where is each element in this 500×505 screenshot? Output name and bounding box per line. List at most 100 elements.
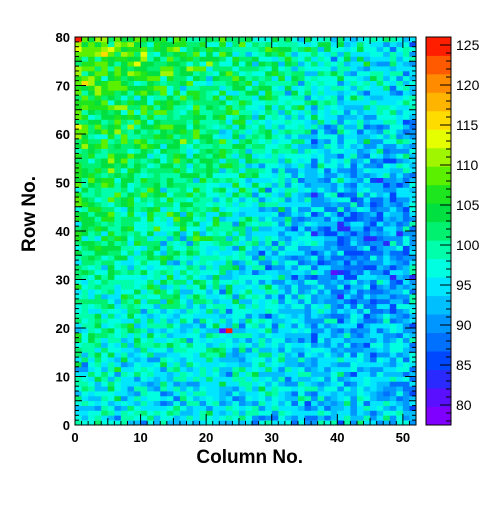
heatmap-cell [179, 75, 187, 81]
heatmap-cell [370, 245, 378, 251]
heatmap-cell [160, 366, 168, 372]
heatmap-cell [179, 138, 187, 145]
heatmap-cell [206, 75, 214, 81]
heatmap-cell [134, 51, 141, 57]
heatmap-cell [245, 158, 253, 164]
heatmap-cell [232, 361, 240, 368]
heatmap-cell [199, 148, 207, 154]
heatmap-cell [199, 352, 207, 358]
heatmap-cell [238, 303, 246, 309]
heatmap-cell [330, 226, 338, 232]
heatmap-cell [271, 104, 279, 111]
heatmap-cell [278, 371, 286, 377]
heatmap-cell [389, 371, 397, 377]
heatmap-cell [271, 231, 279, 237]
heatmap-cell [324, 216, 332, 222]
heatmap-cell [127, 187, 135, 193]
heatmap-cell [370, 182, 378, 188]
heatmap-cell [370, 294, 378, 300]
heatmap-cell [147, 294, 155, 300]
heatmap-cell [278, 129, 286, 135]
heatmap-cell [363, 153, 371, 159]
heatmap-cell [219, 138, 227, 145]
heatmap-cell [193, 235, 200, 242]
heatmap-cell [114, 323, 122, 329]
heatmap-cell [153, 201, 161, 208]
heatmap-cell [337, 269, 345, 275]
heatmap-cell [225, 386, 233, 392]
heatmap-cell [107, 158, 115, 164]
heatmap-cell [278, 167, 286, 174]
heatmap-cell [258, 381, 266, 387]
heatmap-cell [389, 66, 397, 72]
heatmap-cell [238, 197, 246, 203]
heatmap-cell [101, 264, 109, 271]
heatmap-cell [356, 163, 364, 169]
heatmap-cell [212, 274, 220, 280]
heatmap-cell [225, 328, 233, 334]
heatmap-cell [120, 284, 128, 290]
heatmap-cell [219, 395, 227, 402]
heatmap-cell [219, 129, 227, 135]
heatmap-cell [370, 66, 378, 72]
heatmap-cell [330, 376, 338, 382]
heatmap-cell [134, 395, 141, 402]
heatmap-cell [337, 90, 345, 96]
heatmap-cell [206, 172, 214, 178]
heatmap-cell [114, 143, 122, 149]
heatmap-cell [219, 264, 227, 271]
heatmap-cell [101, 187, 109, 193]
heatmap-cell [160, 201, 168, 208]
heatmap-cell [127, 134, 135, 140]
heatmap-cell [120, 221, 128, 227]
heatmap-cell [147, 143, 155, 149]
heatmap-cell [127, 177, 135, 183]
heatmap-cell [409, 250, 417, 256]
heatmap-cell [311, 51, 318, 57]
heatmap-cell [179, 41, 187, 48]
heatmap-cell [114, 313, 122, 319]
heatmap-cell [173, 70, 181, 77]
heatmap-cell [219, 400, 227, 406]
heatmap-cell [88, 361, 96, 368]
heatmap-cell [153, 134, 161, 140]
heatmap-cell [94, 391, 102, 397]
heatmap-cell [370, 235, 378, 242]
heatmap-cell [166, 366, 174, 372]
heatmap-cell [370, 109, 378, 115]
heatmap-cell [120, 332, 128, 339]
heatmap-cell [291, 371, 299, 377]
heatmap-cell [75, 163, 82, 169]
heatmap-cell [409, 216, 417, 222]
heatmap-cell [389, 337, 397, 343]
heatmap-cell [363, 163, 371, 169]
heatmap-cell [350, 235, 358, 242]
heatmap-cell [75, 361, 82, 368]
heatmap-cell [75, 264, 82, 271]
heatmap-cell [383, 318, 391, 324]
heatmap-cell [225, 391, 233, 397]
heatmap-cell [120, 298, 128, 305]
heatmap-cell [179, 400, 187, 406]
heatmap-cell [297, 231, 305, 237]
heatmap-cell [219, 303, 227, 309]
heatmap-cell [114, 284, 122, 290]
heatmap-cell [166, 376, 174, 382]
heatmap-cell [81, 158, 89, 164]
heatmap-cell [356, 269, 364, 275]
heatmap-cell [140, 226, 148, 232]
heatmap-cell [317, 114, 325, 120]
heatmap-cell [383, 80, 391, 86]
heatmap-cell [389, 85, 397, 91]
heatmap-cell [258, 143, 266, 149]
heatmap-cell [153, 352, 161, 358]
heatmap-cell [245, 395, 253, 402]
heatmap-cell [127, 400, 135, 406]
heatmap-cell [238, 158, 246, 164]
heatmap-cell [147, 138, 155, 145]
heatmap-cell [363, 119, 371, 125]
heatmap-cell [199, 114, 207, 120]
heatmap-cell [186, 352, 194, 358]
heatmap-cell [94, 274, 102, 280]
heatmap-cell [179, 109, 187, 115]
